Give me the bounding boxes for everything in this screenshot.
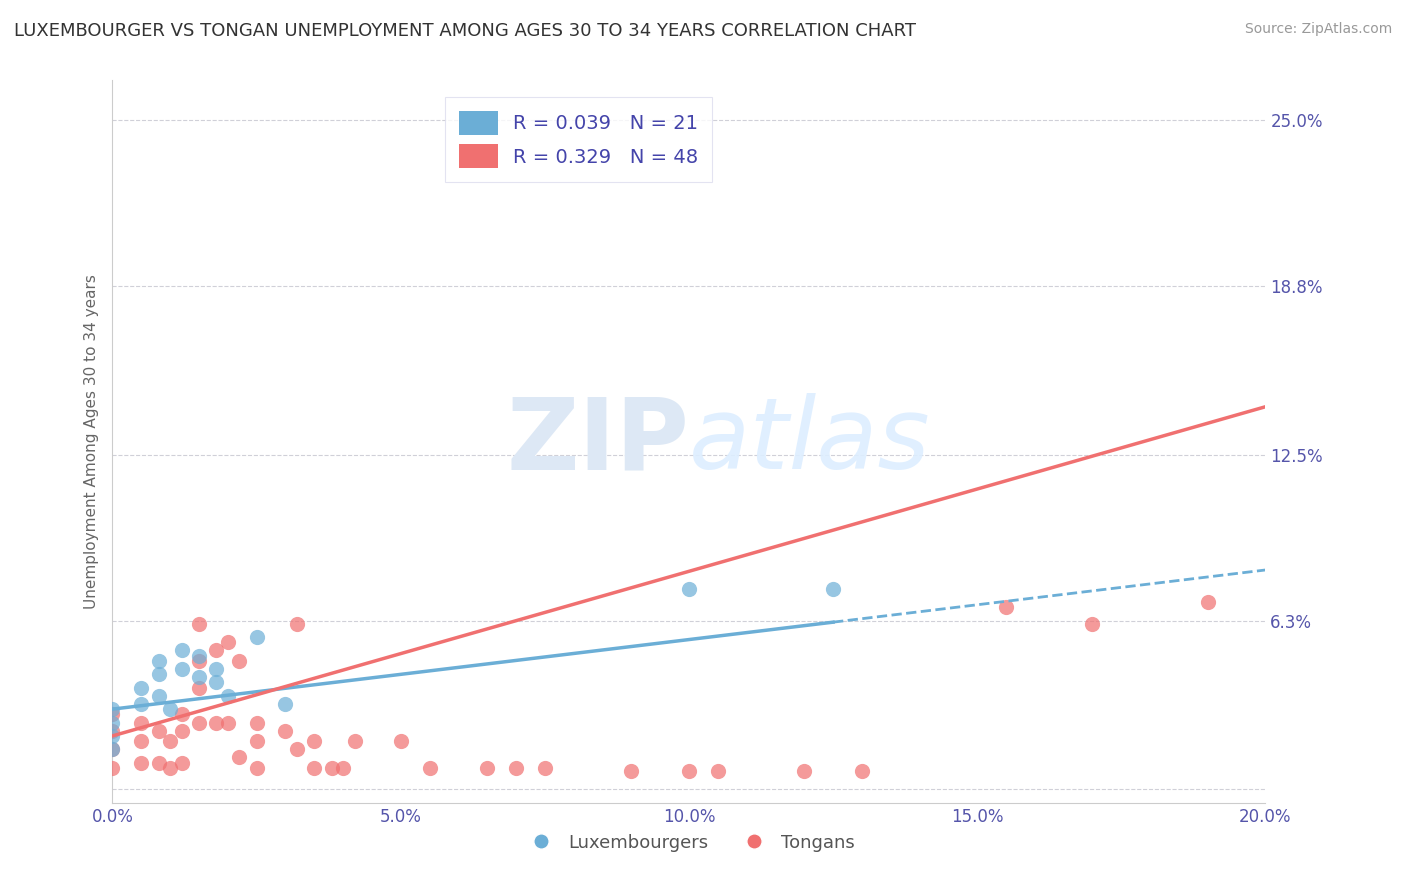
Point xyxy=(321,761,343,775)
Point xyxy=(995,600,1018,615)
Point xyxy=(101,729,124,743)
Point xyxy=(148,667,170,681)
Point xyxy=(246,715,269,730)
Point xyxy=(304,734,326,748)
Point xyxy=(188,654,211,668)
Point xyxy=(304,761,326,775)
Point xyxy=(205,643,228,657)
Point xyxy=(505,761,527,775)
Point xyxy=(188,616,211,631)
Point xyxy=(170,756,193,770)
Point xyxy=(101,707,124,722)
Point xyxy=(217,715,239,730)
Point xyxy=(475,761,499,775)
Point xyxy=(170,723,193,738)
Point xyxy=(285,742,308,756)
Point xyxy=(246,761,269,775)
Point xyxy=(205,675,228,690)
Y-axis label: Unemployment Among Ages 30 to 34 years: Unemployment Among Ages 30 to 34 years xyxy=(83,274,98,609)
Point xyxy=(129,681,153,695)
Point xyxy=(285,616,308,631)
Point xyxy=(101,702,124,716)
Point xyxy=(101,761,124,775)
Point xyxy=(188,715,211,730)
Point xyxy=(129,734,153,748)
Text: atlas: atlas xyxy=(689,393,931,490)
Point xyxy=(821,582,844,596)
Point xyxy=(188,681,211,695)
Point xyxy=(148,723,170,738)
Text: LUXEMBOURGER VS TONGAN UNEMPLOYMENT AMONG AGES 30 TO 34 YEARS CORRELATION CHART: LUXEMBOURGER VS TONGAN UNEMPLOYMENT AMON… xyxy=(14,22,917,40)
Point xyxy=(148,654,170,668)
Point xyxy=(228,750,250,764)
Point xyxy=(170,707,193,722)
Point xyxy=(205,715,228,730)
Point xyxy=(159,734,181,748)
Point xyxy=(101,742,124,756)
Point xyxy=(389,734,412,748)
Text: Source: ZipAtlas.com: Source: ZipAtlas.com xyxy=(1244,22,1392,37)
Point xyxy=(188,670,211,684)
Point xyxy=(170,643,193,657)
Point xyxy=(217,635,239,649)
Point xyxy=(148,689,170,703)
Point xyxy=(129,715,153,730)
Legend: Luxembourgers, Tongans: Luxembourgers, Tongans xyxy=(516,826,862,859)
Text: ZIP: ZIP xyxy=(506,393,689,490)
Point xyxy=(148,756,170,770)
Point xyxy=(419,761,441,775)
Point xyxy=(274,723,297,738)
Point xyxy=(534,761,557,775)
Point xyxy=(101,723,124,738)
Point xyxy=(274,697,297,711)
Point xyxy=(1081,616,1104,631)
Point xyxy=(343,734,366,748)
Point xyxy=(246,734,269,748)
Point xyxy=(217,689,239,703)
Point xyxy=(101,715,124,730)
Point xyxy=(188,648,211,663)
Point xyxy=(170,662,193,676)
Point xyxy=(228,654,250,668)
Point xyxy=(205,662,228,676)
Point xyxy=(129,697,153,711)
Point xyxy=(851,764,873,778)
Point xyxy=(159,702,181,716)
Point xyxy=(793,764,815,778)
Point xyxy=(678,764,700,778)
Point xyxy=(159,761,181,775)
Point xyxy=(707,764,730,778)
Point xyxy=(678,582,700,596)
Point xyxy=(101,742,124,756)
Point xyxy=(1197,595,1219,609)
Point xyxy=(620,764,643,778)
Point xyxy=(332,761,354,775)
Point xyxy=(129,756,153,770)
Point xyxy=(246,630,269,644)
